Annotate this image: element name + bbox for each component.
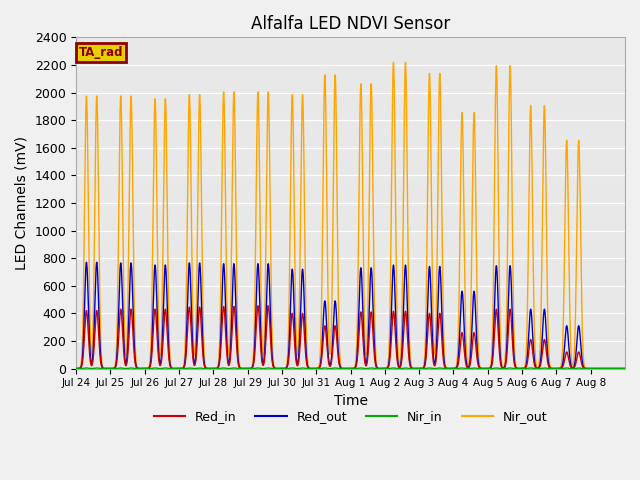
Red_in xyxy=(470,332,477,338)
Nir_in xyxy=(72,366,80,372)
Red_in xyxy=(254,303,262,309)
Red_out xyxy=(621,366,629,372)
Y-axis label: LED Channels (mV): LED Channels (mV) xyxy=(15,136,29,270)
Red_in xyxy=(421,362,429,368)
Nir_in xyxy=(504,365,512,371)
Nir_in xyxy=(621,366,629,372)
Red_out xyxy=(504,299,512,305)
Red_in xyxy=(538,358,545,364)
Red_out xyxy=(83,259,90,265)
Red_out xyxy=(421,360,429,366)
Red_in xyxy=(615,366,623,372)
Line: Red_out: Red_out xyxy=(76,262,625,369)
Nir_in xyxy=(615,366,623,372)
Nir_out xyxy=(72,366,80,372)
Nir_out xyxy=(504,169,512,175)
Line: Nir_in: Nir_in xyxy=(76,368,625,369)
Legend: Red_in, Red_out, Nir_in, Nir_out: Red_in, Red_out, Nir_in, Nir_out xyxy=(148,406,552,429)
Line: Red_in: Red_in xyxy=(76,306,625,369)
X-axis label: Time: Time xyxy=(333,394,367,408)
Red_in xyxy=(504,327,512,333)
Nir_in xyxy=(185,365,193,371)
Nir_out xyxy=(615,366,623,372)
Nir_in xyxy=(421,366,429,372)
Nir_out xyxy=(185,117,193,122)
Red_out xyxy=(538,350,545,356)
Red_in xyxy=(621,366,629,372)
Nir_out xyxy=(621,366,629,372)
Title: Alfalfa LED NDVI Sensor: Alfalfa LED NDVI Sensor xyxy=(251,15,450,33)
Red_in xyxy=(72,366,80,372)
Nir_in xyxy=(470,365,477,371)
Line: Nir_out: Nir_out xyxy=(76,62,625,369)
Red_out xyxy=(470,294,477,300)
Nir_out xyxy=(538,298,545,304)
Text: TA_rad: TA_rad xyxy=(79,46,124,59)
Red_in xyxy=(185,310,193,315)
Nir_in xyxy=(83,365,90,371)
Red_out xyxy=(72,366,80,372)
Nir_out xyxy=(470,128,477,134)
Red_out xyxy=(185,266,193,272)
Nir_out xyxy=(421,349,429,355)
Red_out xyxy=(615,366,623,372)
Nir_out xyxy=(401,60,409,65)
Nir_in xyxy=(538,365,545,371)
